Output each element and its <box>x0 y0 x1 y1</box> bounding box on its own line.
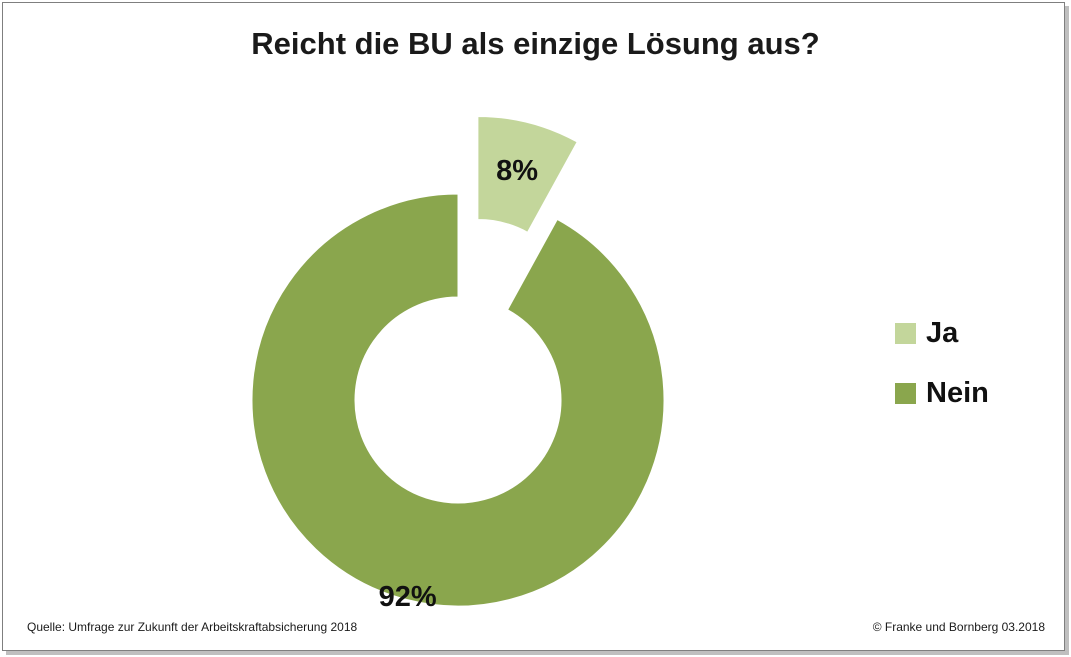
legend-label-nein: Nein <box>926 376 989 409</box>
source-note: Quelle: Umfrage zur Zukunft der Arbeitsk… <box>27 620 358 634</box>
legend-swatch-ja <box>895 322 916 344</box>
copyright-note: © Franke und Bornberg 03.2018 <box>872 620 1045 634</box>
chart-title: Reicht die BU als einzige Lösung aus? <box>251 26 820 61</box>
slice-nein <box>251 193 665 607</box>
legend: Ja Nein <box>895 316 989 436</box>
frame-shadow-right <box>1065 6 1069 653</box>
slice-label-ja: 8% <box>496 155 538 187</box>
slice-label-nein: 92% <box>379 581 437 613</box>
slice-ja <box>477 116 578 233</box>
legend-swatch-nein <box>895 382 916 404</box>
legend-item-nein: Nein <box>895 376 989 410</box>
legend-item-ja: Ja <box>895 316 989 350</box>
frame-shadow-bottom <box>6 651 1069 655</box>
legend-label-ja: Ja <box>926 316 959 349</box>
